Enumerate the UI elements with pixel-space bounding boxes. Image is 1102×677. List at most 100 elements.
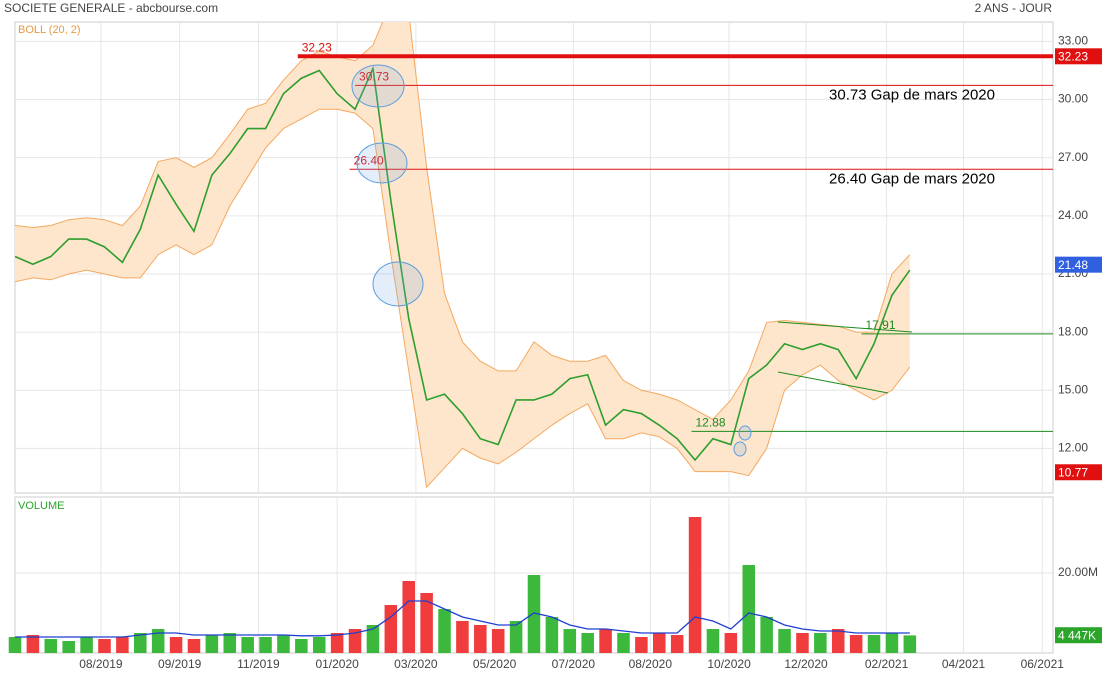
volume-bar	[599, 629, 612, 653]
x-tick-label: 08/2019	[79, 657, 123, 671]
highlight-ellipse	[372, 261, 424, 307]
volume-average	[15, 600, 910, 638]
volume-bar	[384, 605, 398, 653]
highlight-ellipse	[733, 441, 747, 457]
y-tick-label: 12.00	[1058, 441, 1088, 455]
level-label: 30.73	[359, 70, 389, 84]
volume-bar	[617, 633, 630, 653]
volume-bar	[778, 629, 791, 653]
volume-bar	[831, 629, 845, 653]
volume-bar	[509, 621, 523, 653]
volume-label: VOLUME	[18, 500, 64, 512]
volume-bar	[867, 635, 881, 653]
volume-bar	[849, 635, 863, 653]
level-label: 32.23	[302, 40, 332, 54]
indicator-label: BOLL (20, 2)	[18, 24, 81, 36]
x-tick-label: 01/2020	[315, 657, 359, 671]
volume-bar	[474, 625, 487, 653]
price-tag-label: 21.48	[1058, 258, 1088, 272]
volume-bar	[241, 637, 254, 653]
volume-bar	[151, 629, 165, 653]
y-tick-label: 18.00	[1058, 324, 1088, 338]
level-label: 17.91	[866, 318, 896, 332]
level-label: 26.40	[354, 153, 384, 167]
bollinger-lower	[15, 108, 911, 489]
y-tick-label: 33.00	[1058, 34, 1088, 48]
y-tick-label: 30.00	[1058, 92, 1088, 106]
volume-bar	[62, 641, 75, 653]
volume-bar	[814, 633, 827, 653]
trend-line	[777, 321, 913, 333]
volume-bar	[223, 633, 237, 653]
volume-bar	[366, 625, 380, 653]
highlight-ellipse	[738, 425, 752, 441]
y-tick-label: 15.00	[1058, 382, 1088, 396]
volume-bar	[295, 639, 308, 653]
volume-bar	[563, 629, 577, 653]
x-tick-label: 08/2020	[629, 657, 673, 671]
y-tick-label: 24.00	[1058, 208, 1088, 222]
volume-bar	[545, 617, 559, 653]
x-tick-label: 09/2019	[158, 657, 202, 671]
x-tick-label: 04/2021	[942, 657, 986, 671]
price-layer	[15, 22, 911, 489]
volume-bar	[312, 637, 326, 653]
x-tick-label: 11/2019	[237, 657, 280, 671]
volume-bar	[259, 637, 272, 653]
volume-bar	[688, 517, 702, 653]
volume-bar	[80, 637, 93, 653]
volume-bar	[706, 629, 720, 653]
volume-bar	[653, 633, 666, 653]
volume-bar	[44, 639, 58, 653]
price-tag-label: 10.77	[1058, 465, 1088, 479]
price-tag	[1055, 464, 1102, 481]
volume-bar	[348, 629, 362, 653]
volume-bar	[420, 593, 433, 653]
volume-tag-label: 4 447K	[1058, 628, 1096, 642]
y-tick-label: 27.00	[1058, 150, 1088, 164]
y-tick-label: 20.00M	[1058, 565, 1098, 579]
price-line	[15, 65, 911, 462]
volume-bar	[187, 639, 201, 653]
title: SOCIETE GENERALE - abcbourse.com	[4, 1, 218, 15]
volume-bar	[670, 635, 684, 653]
highlight-ellipse	[351, 64, 405, 108]
bollinger-upper	[15, 22, 911, 420]
volume-bar	[527, 575, 541, 653]
level-note: 26.40 Gap de mars 2020	[829, 170, 995, 187]
period: 2 ANS - JOUR	[975, 1, 1053, 15]
x-tick-label: 12/2020	[784, 657, 828, 671]
level-label: 12.88	[695, 416, 725, 430]
volume-bar	[760, 617, 773, 653]
volume-bar	[8, 637, 22, 653]
bollinger-band-fill	[15, 22, 910, 488]
x-tick-label: 03/2020	[394, 657, 438, 671]
volume-bar	[903, 635, 917, 653]
volume-bar	[205, 635, 219, 653]
volume-bar	[456, 621, 469, 653]
volume-bar	[491, 629, 505, 653]
volume-bar	[885, 633, 899, 653]
highlight-ellipse	[356, 142, 408, 184]
volume-bar	[742, 565, 756, 653]
volume-bar	[26, 635, 40, 653]
level-note: 30.73 Gap de mars 2020	[829, 86, 995, 103]
price-tag-label: 32.23	[1058, 49, 1088, 63]
volume-bar	[581, 633, 594, 653]
volume-bar	[796, 633, 809, 653]
x-tick-label: 07/2020	[552, 657, 596, 671]
x-tick-label: 02/2021	[865, 657, 909, 671]
volume-bar	[635, 637, 648, 653]
price-tag	[1055, 48, 1102, 65]
volume-bar	[724, 633, 738, 653]
volume-bar	[277, 635, 290, 653]
volume-bar	[98, 639, 111, 653]
volume-bar	[330, 633, 344, 653]
volume-bar	[169, 637, 183, 653]
volume-bar	[438, 609, 451, 653]
x-tick-label: 05/2020	[473, 657, 517, 671]
x-tick-label: 06/2021	[1021, 657, 1065, 671]
volume-bar	[116, 637, 129, 653]
volume-bar	[134, 633, 147, 653]
